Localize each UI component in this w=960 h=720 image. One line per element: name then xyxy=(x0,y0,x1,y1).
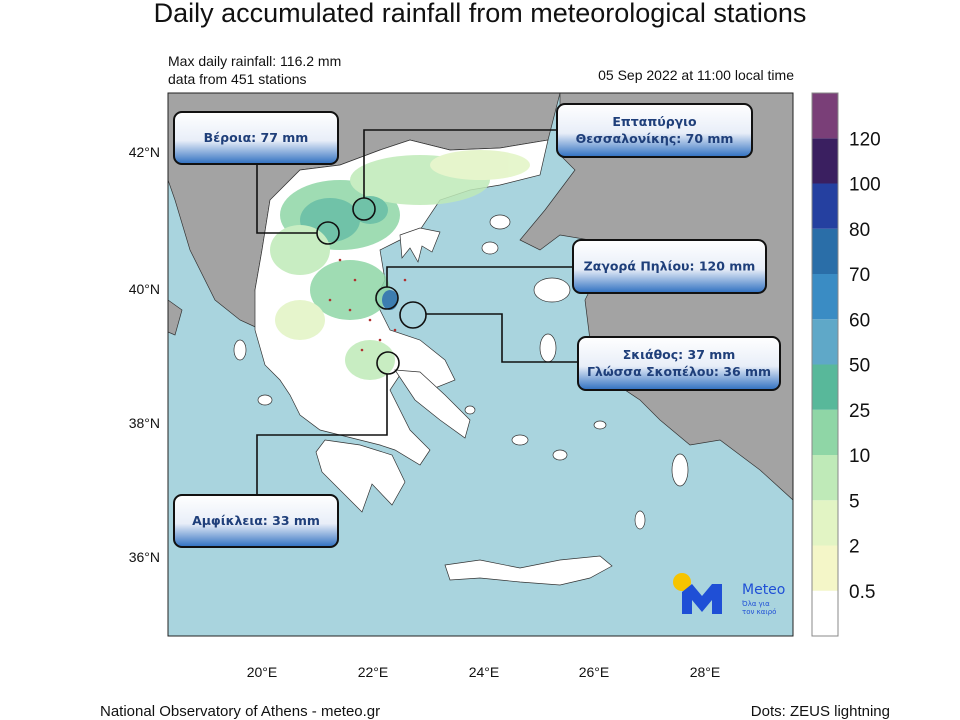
logo-name: Meteo xyxy=(742,582,785,598)
callout-label: Αμφίκλεια: 33 mm xyxy=(192,513,320,528)
colorbar-swatch xyxy=(812,319,838,365)
lon-label: 28°E xyxy=(690,664,721,680)
colorbar-frame xyxy=(811,92,839,637)
colorbar-label: 5 xyxy=(849,491,860,512)
colorbar-label: 50 xyxy=(849,356,870,377)
colorbar-label: 10 xyxy=(849,446,870,467)
logo: Meteo Όλα για τον καιρό xyxy=(673,573,785,616)
colorbar-label: 80 xyxy=(849,220,870,241)
footer-credit: National Observatory of Athens - meteo.g… xyxy=(100,703,380,720)
evia xyxy=(394,369,471,439)
lon-label: 20°E xyxy=(247,664,278,680)
colorbar-swatch xyxy=(812,228,838,274)
callout-box xyxy=(173,494,339,548)
colorbar-label: 2 xyxy=(849,537,860,558)
lightning-dots xyxy=(328,258,407,352)
logo-tagline: τον καιρό xyxy=(742,608,776,616)
callout-label: Βέροια: 77 mm xyxy=(204,130,309,145)
lon-label: 22°E xyxy=(358,664,389,680)
colorbar-label: 60 xyxy=(849,310,870,331)
lat-label: 36°N xyxy=(129,549,160,565)
max-rainfall: Max daily rainfall: 116.2 mm xyxy=(168,53,341,69)
callout-label: Θεσσαλονίκης: 70 mm xyxy=(576,131,734,146)
colorbar-swatch xyxy=(812,500,838,546)
timestamp: 05 Sep 2022 at 11:00 local time xyxy=(598,67,794,83)
station-count: data from 451 stations xyxy=(168,71,307,87)
lat-label: 42°N xyxy=(129,144,160,160)
lon-label: 26°E xyxy=(579,664,610,680)
crete xyxy=(444,555,613,586)
colorbar-swatch xyxy=(812,455,838,501)
title: Daily accumulated rainfall from meteorol… xyxy=(154,0,807,28)
colorbar-swatch xyxy=(812,364,838,410)
colorbar-swatch xyxy=(812,183,838,229)
callout-label: Ζαγορά Πηλίου: 120 mm xyxy=(584,259,756,274)
colorbar-swatch xyxy=(812,138,838,184)
callout-label: Σκιάθος: 37 mm xyxy=(623,347,736,362)
colorbar-label: 70 xyxy=(849,265,870,286)
colorbar-swatch xyxy=(812,545,838,591)
colorbar-label: 120 xyxy=(849,129,881,150)
colorbar-swatch xyxy=(812,93,838,139)
lon-label: 24°E xyxy=(469,664,500,680)
italy xyxy=(168,299,183,336)
lat-label: 38°N xyxy=(129,415,160,431)
colorbar-swatch xyxy=(812,274,838,320)
colorbar-label: 25 xyxy=(849,401,870,422)
halkidiki xyxy=(399,227,441,263)
callout-label: Γλώσσα Σκοπέλου: 36 mm xyxy=(587,364,771,379)
callout-box xyxy=(556,103,753,158)
logo-tagline: Όλα για xyxy=(741,600,770,608)
leaders xyxy=(256,129,578,495)
lat-label: 40°N xyxy=(129,281,160,297)
colorbar-label: 100 xyxy=(849,175,881,196)
islands xyxy=(233,214,689,530)
map-frame xyxy=(167,92,794,637)
callout-box xyxy=(577,336,781,391)
callout-label: Επταπύργιο xyxy=(612,114,697,129)
footer-note: Dots: ZEUS lightning xyxy=(751,703,890,720)
callout-box xyxy=(173,111,339,165)
peloponnese xyxy=(315,439,406,513)
turkey xyxy=(519,93,793,501)
colorbar-label: 0.5 xyxy=(849,582,875,603)
colorbar-swatch xyxy=(812,590,838,636)
colorbar-swatch xyxy=(812,409,838,455)
callout-box xyxy=(572,239,767,294)
